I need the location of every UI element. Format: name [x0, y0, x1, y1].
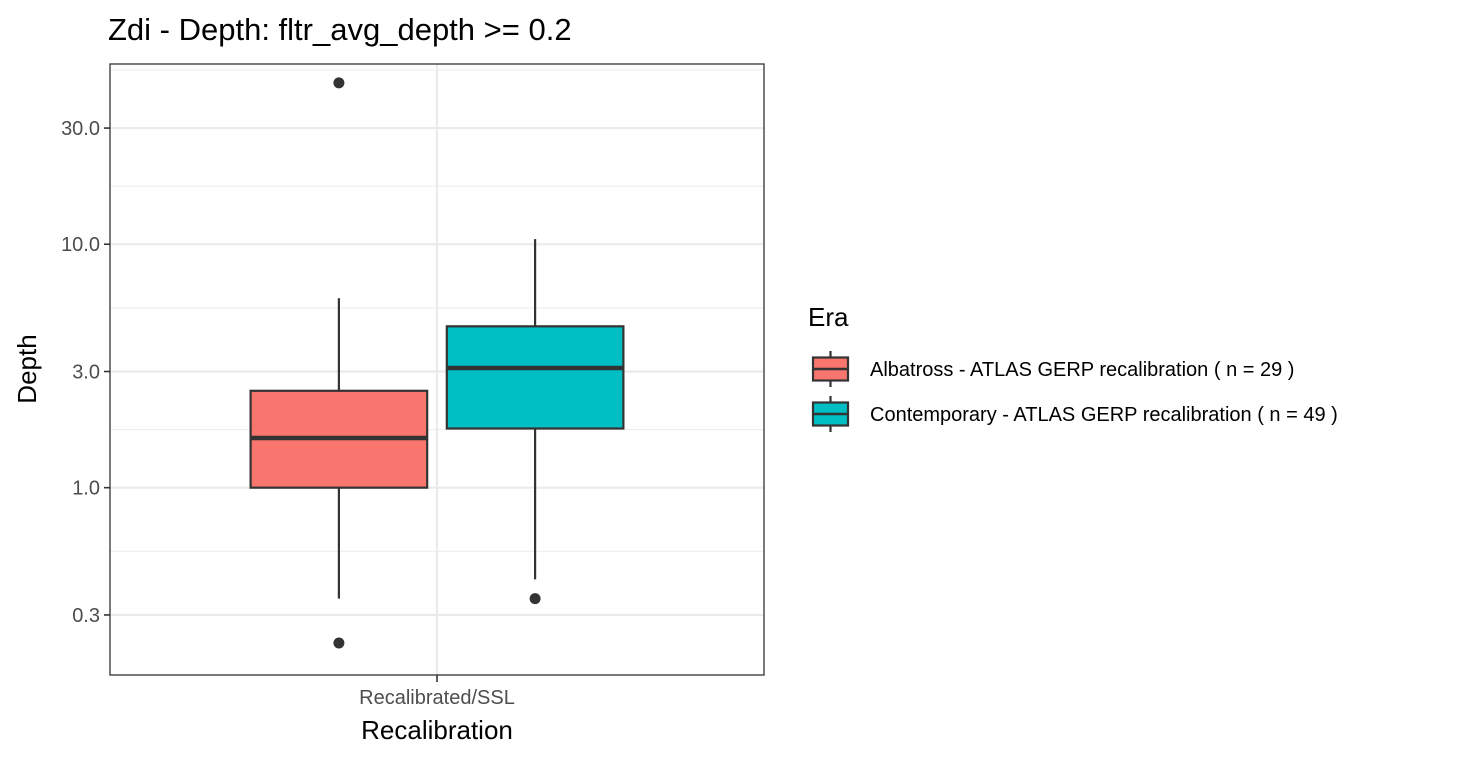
x-axis-title: Recalibration: [361, 715, 513, 745]
y-tick-label: 10.0: [61, 234, 100, 256]
legend-item: Albatross - ATLAS GERP recalibration ( n…: [811, 351, 1294, 387]
legend-title: Era: [808, 302, 849, 332]
legend-item: Contemporary - ATLAS GERP recalibration …: [811, 396, 1338, 432]
box-series: [249, 77, 625, 649]
outlier-point: [333, 77, 345, 89]
chart-title: Zdi - Depth: fltr_avg_depth >= 0.2: [108, 12, 572, 47]
plot-panel: [109, 63, 765, 676]
box-1: [249, 77, 429, 649]
x-tick-label: Recalibrated/SSL: [359, 687, 515, 709]
legend-label: Albatross - ATLAS GERP recalibration ( n…: [870, 359, 1294, 381]
y-tick-label: 3.0: [72, 362, 100, 384]
x-axis: Recalibrated/SSL: [359, 675, 515, 709]
legend: Era Albatross - ATLAS GERP recalibration…: [808, 302, 1338, 432]
outlier-point: [333, 637, 345, 649]
outlier-point: [529, 593, 541, 605]
major-gridlines: [110, 64, 764, 675]
y-tick-label: 1.0: [72, 478, 100, 500]
legend-label: Contemporary - ATLAS GERP recalibration …: [870, 404, 1338, 426]
y-tick-label: 30.0: [61, 118, 100, 140]
box-2: [445, 239, 625, 605]
y-axis: 0.3 1.0 3.0 10.0 30.0: [61, 118, 110, 627]
y-tick-label: 0.3: [72, 605, 100, 627]
box-iqr: [445, 325, 625, 430]
legend-items: Albatross - ATLAS GERP recalibration ( n…: [811, 351, 1338, 432]
y-axis-title: Depth: [12, 334, 42, 403]
